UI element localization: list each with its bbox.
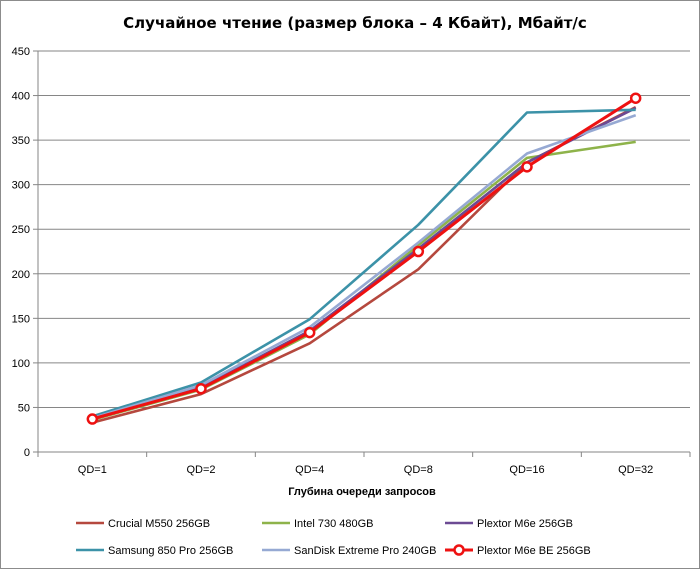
series-line <box>91 108 636 418</box>
gridlines <box>38 50 690 408</box>
data-point-marker <box>195 382 207 395</box>
x-tick-label: QD=32 <box>618 464 653 476</box>
series-line <box>91 140 636 422</box>
x-tick-label: QD=16 <box>509 464 544 476</box>
y-tick-label: 300 <box>12 180 30 192</box>
x-axis-title: Глубина очереди запросов <box>288 486 436 498</box>
legend-label: Intel 730 480GB <box>294 518 374 530</box>
legend: Crucial M550 256GB Intel 730 480GB Plextor… <box>76 518 591 557</box>
legend-label: SanDisk Extreme Pro 240GB <box>294 545 436 557</box>
data-point-marker <box>629 92 642 104</box>
y-tick-label: 0 <box>24 447 30 459</box>
x-tick-label: QD=8 <box>404 464 433 476</box>
series-line <box>91 113 637 420</box>
data-point-marker <box>303 326 316 339</box>
legend-item: Intel 730 480GB <box>262 518 374 530</box>
legend-item: Plextor M6e BE 256GB <box>445 544 591 557</box>
y-axis-ticks: 0 50 100 150 200 250 300 350 400 450 <box>12 46 38 459</box>
y-tick-label: 100 <box>12 358 30 370</box>
x-tick-label: QD=4 <box>295 464 324 476</box>
y-tick-label: 400 <box>12 91 30 103</box>
y-tick-label: 450 <box>12 46 30 58</box>
y-tick-label: 250 <box>12 224 30 236</box>
series-5 <box>86 92 642 425</box>
chart-title: Случайное чтение (размер блока – 4 Кбайт… <box>123 14 587 32</box>
data-point-marker <box>521 161 533 173</box>
legend-label: Plextor M6e BE 256GB <box>477 545 591 557</box>
series-3 <box>91 108 636 418</box>
y-tick-label: 150 <box>12 313 30 325</box>
legend-item: SanDisk Extreme Pro 240GB <box>262 545 436 557</box>
x-tick-label: QD=1 <box>78 464 107 476</box>
legend-item: Plextor M6e 256GB <box>445 518 573 530</box>
legend-label: Plextor M6e 256GB <box>477 518 573 530</box>
x-tick-label: QD=2 <box>186 464 215 476</box>
legend-label: Crucial M550 256GB <box>108 518 210 530</box>
legend-label: Samsung 850 Pro 256GB <box>108 545 233 557</box>
y-tick-label: 50 <box>18 402 30 414</box>
x-axis-ticks: QD=1 QD=2 QD=4 QD=8 QD=16 QD=32 <box>37 452 691 476</box>
data-point-marker <box>86 413 99 425</box>
y-tick-label: 350 <box>12 135 30 147</box>
legend-marker <box>453 544 465 556</box>
legend-item: Samsung 850 Pro 256GB <box>76 545 233 557</box>
series-4 <box>91 113 637 420</box>
y-tick-label: 200 <box>12 269 30 281</box>
legend-item: Crucial M550 256GB <box>76 518 210 530</box>
data-point-marker <box>412 245 425 258</box>
series-line <box>91 96 637 421</box>
series-lines <box>86 92 642 425</box>
series-1 <box>91 140 636 422</box>
